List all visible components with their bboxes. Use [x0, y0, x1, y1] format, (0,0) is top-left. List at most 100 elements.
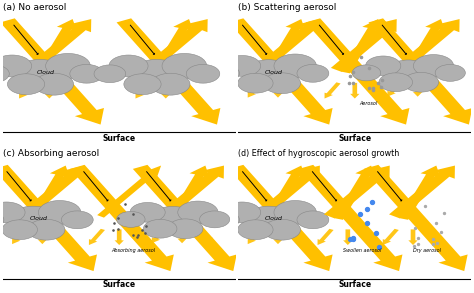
Point	[121, 201, 129, 206]
FancyArrow shape	[264, 19, 305, 73]
FancyArrow shape	[368, 18, 472, 125]
FancyArrow shape	[334, 166, 375, 220]
FancyArrow shape	[292, 81, 308, 98]
Circle shape	[186, 64, 220, 83]
Circle shape	[274, 200, 317, 224]
Text: Cloud: Cloud	[265, 69, 283, 74]
FancyArrow shape	[389, 166, 455, 218]
Text: Surface: Surface	[338, 134, 371, 143]
Point	[377, 85, 385, 89]
FancyArrow shape	[248, 228, 264, 244]
Circle shape	[131, 59, 182, 88]
Circle shape	[130, 202, 165, 222]
FancyArrow shape	[0, 18, 104, 125]
Circle shape	[264, 219, 301, 240]
Text: Cloud: Cloud	[37, 70, 55, 75]
Circle shape	[244, 206, 293, 234]
Text: Cloud: Cloud	[265, 216, 283, 221]
FancyArrow shape	[229, 165, 333, 271]
FancyArrow shape	[19, 82, 35, 98]
Text: Dry aerosol: Dry aerosol	[413, 248, 441, 253]
FancyArrow shape	[325, 82, 341, 98]
Point	[129, 233, 137, 237]
Point	[414, 242, 422, 246]
Point	[429, 242, 437, 246]
Circle shape	[0, 55, 32, 77]
FancyArrow shape	[409, 229, 418, 245]
Circle shape	[144, 219, 177, 238]
Point	[432, 221, 440, 226]
Circle shape	[224, 202, 261, 223]
Point	[372, 231, 380, 236]
Text: (c) Absorbing aerosol: (c) Absorbing aerosol	[3, 149, 99, 158]
FancyArrow shape	[427, 229, 443, 245]
Point	[109, 227, 117, 232]
FancyArrow shape	[264, 166, 305, 220]
FancyArrow shape	[331, 19, 397, 72]
Circle shape	[210, 65, 239, 82]
Circle shape	[8, 74, 45, 95]
Circle shape	[117, 211, 145, 227]
FancyArrow shape	[89, 229, 105, 245]
FancyArrow shape	[350, 83, 359, 98]
FancyArrow shape	[0, 165, 97, 271]
Point	[368, 200, 375, 205]
Circle shape	[0, 202, 25, 223]
Point	[349, 237, 357, 241]
FancyArrow shape	[369, 82, 385, 98]
FancyArrow shape	[341, 19, 382, 73]
Circle shape	[46, 53, 91, 79]
Text: Cloud: Cloud	[29, 216, 47, 221]
Text: (a) No aerosol: (a) No aerosol	[3, 3, 66, 12]
Circle shape	[379, 73, 412, 92]
FancyArrow shape	[36, 19, 77, 73]
Point	[346, 237, 354, 241]
Point	[414, 236, 422, 241]
Circle shape	[200, 211, 230, 228]
Circle shape	[0, 65, 9, 83]
Circle shape	[297, 64, 329, 82]
Point	[438, 230, 445, 234]
FancyArrow shape	[273, 229, 283, 244]
Circle shape	[162, 53, 207, 79]
Text: Swollen aerosol: Swollen aerosol	[343, 248, 381, 253]
FancyArrow shape	[45, 83, 54, 98]
Circle shape	[413, 54, 454, 77]
FancyArrow shape	[70, 165, 174, 271]
Circle shape	[237, 73, 273, 93]
FancyArrow shape	[343, 229, 353, 245]
Point	[134, 233, 142, 237]
Text: (d) Effect of hygroscopic aerosol growth: (d) Effect of hygroscopic aerosol growth	[238, 149, 400, 158]
Text: (b) Scattering aerosol: (b) Scattering aerosol	[238, 3, 337, 12]
Point	[421, 204, 429, 208]
Point	[410, 244, 418, 248]
FancyArrow shape	[133, 229, 149, 245]
FancyArrow shape	[248, 81, 264, 98]
Point	[364, 221, 371, 225]
Circle shape	[178, 201, 218, 224]
Circle shape	[94, 65, 126, 83]
Circle shape	[365, 56, 401, 76]
Circle shape	[210, 212, 239, 228]
FancyArrow shape	[12, 228, 28, 244]
FancyArrow shape	[387, 81, 403, 97]
Point	[114, 216, 121, 221]
Circle shape	[297, 211, 329, 229]
Point	[370, 86, 377, 91]
FancyArrow shape	[158, 166, 224, 218]
Point	[440, 210, 448, 215]
Circle shape	[38, 200, 81, 224]
FancyArrow shape	[152, 19, 193, 73]
FancyArrow shape	[38, 229, 47, 244]
Circle shape	[168, 219, 203, 239]
Point	[142, 231, 149, 236]
Circle shape	[0, 212, 4, 228]
Point	[356, 212, 364, 217]
FancyArrow shape	[117, 18, 220, 125]
Circle shape	[237, 220, 273, 240]
Point	[133, 235, 141, 239]
Text: Aerosol: Aerosol	[360, 101, 378, 106]
Text: Surface: Surface	[338, 280, 371, 289]
FancyArrow shape	[364, 165, 468, 271]
FancyArrow shape	[362, 229, 378, 245]
